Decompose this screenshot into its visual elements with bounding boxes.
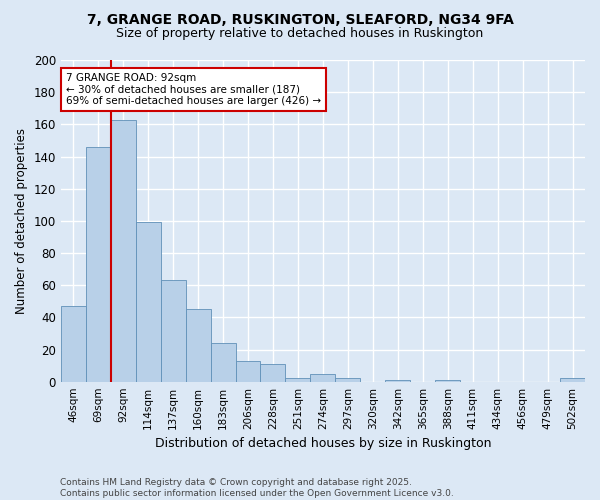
Bar xyxy=(61,306,86,382)
Text: Contains HM Land Registry data © Crown copyright and database right 2025.
Contai: Contains HM Land Registry data © Crown c… xyxy=(60,478,454,498)
Bar xyxy=(111,120,136,382)
Bar xyxy=(310,374,335,382)
Bar xyxy=(560,378,585,382)
Text: 7, GRANGE ROAD, RUSKINGTON, SLEAFORD, NG34 9FA: 7, GRANGE ROAD, RUSKINGTON, SLEAFORD, NG… xyxy=(86,12,514,26)
X-axis label: Distribution of detached houses by size in Ruskington: Distribution of detached houses by size … xyxy=(155,437,491,450)
Text: Size of property relative to detached houses in Ruskington: Size of property relative to detached ho… xyxy=(116,28,484,40)
Bar xyxy=(435,380,460,382)
Bar xyxy=(385,380,410,382)
Bar xyxy=(161,280,185,382)
Bar xyxy=(260,364,286,382)
Text: 7 GRANGE ROAD: 92sqm
← 30% of detached houses are smaller (187)
69% of semi-deta: 7 GRANGE ROAD: 92sqm ← 30% of detached h… xyxy=(66,73,321,106)
Bar xyxy=(286,378,310,382)
Bar xyxy=(211,343,236,382)
Bar xyxy=(335,378,361,382)
Bar xyxy=(86,147,111,382)
Bar xyxy=(185,310,211,382)
Bar xyxy=(236,361,260,382)
Bar xyxy=(136,222,161,382)
Y-axis label: Number of detached properties: Number of detached properties xyxy=(15,128,28,314)
